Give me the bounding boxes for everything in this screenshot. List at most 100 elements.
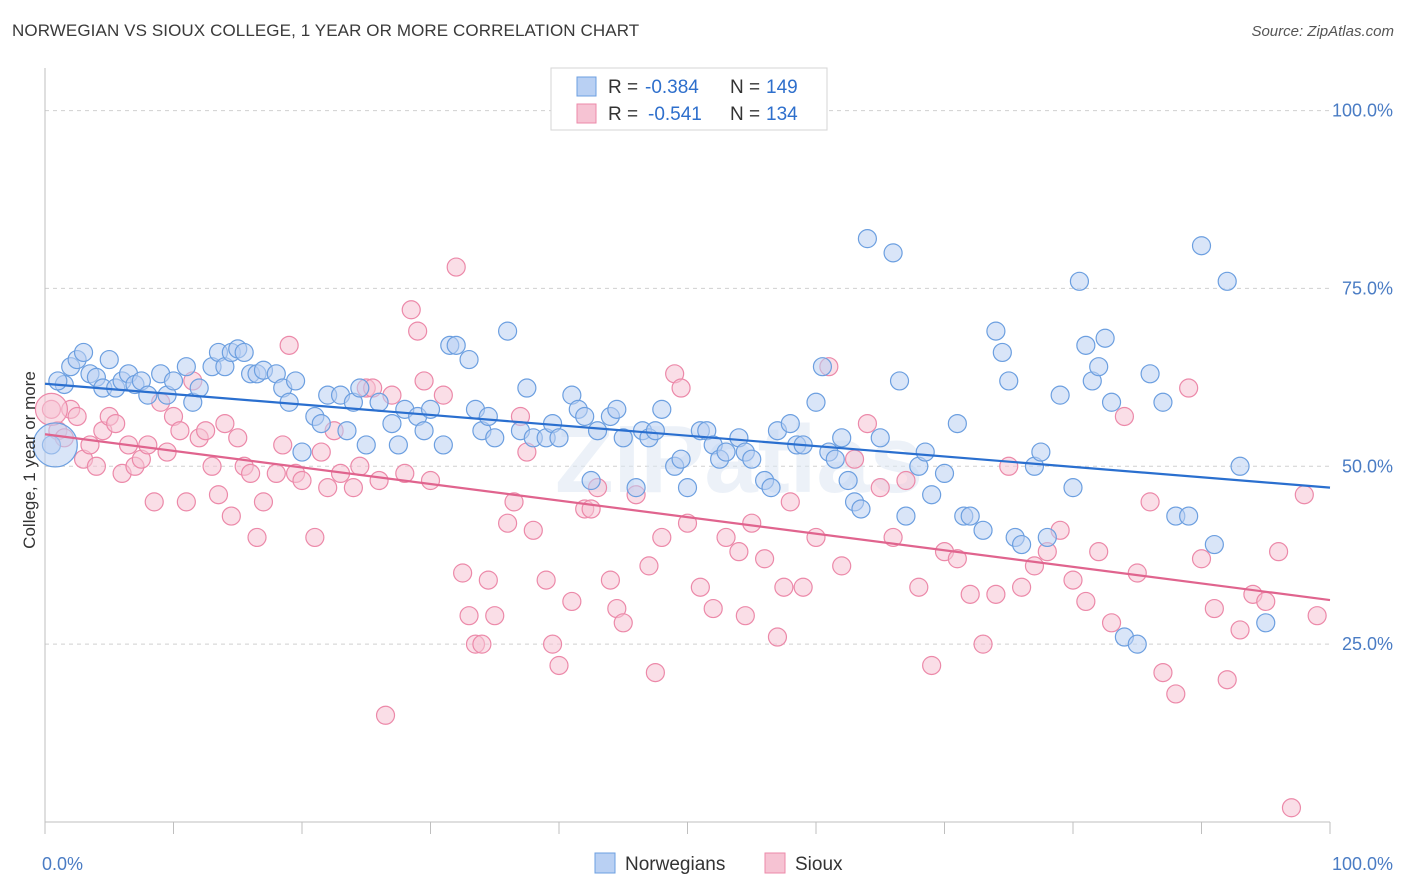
bottom-legend-swatch-norwegians xyxy=(594,852,616,874)
norwegian-point xyxy=(1127,634,1147,654)
sioux-point xyxy=(170,421,190,441)
sioux-point xyxy=(504,492,524,512)
legend-r-label-1: R = xyxy=(608,77,638,98)
norwegian-point xyxy=(671,449,691,469)
y-tick-label: 75.0% xyxy=(1342,278,1393,298)
bottom-legend: Norwegians Sioux xyxy=(594,852,843,875)
norwegian-point xyxy=(915,442,935,462)
y-tick-label: 25.0% xyxy=(1342,634,1393,654)
sioux-point xyxy=(1256,591,1276,612)
norwegian-point xyxy=(485,428,505,448)
trend-lines xyxy=(44,382,1331,602)
sioux-point xyxy=(453,563,473,583)
norwegian-point xyxy=(1037,527,1057,548)
sioux-point xyxy=(542,634,563,654)
sioux-point xyxy=(1166,684,1186,704)
sioux-point xyxy=(735,606,755,626)
y-tick-label: 50.0% xyxy=(1342,456,1393,476)
norwegian-point xyxy=(780,414,800,434)
legend-r-value-2: -0.541 xyxy=(648,104,702,125)
sioux-point xyxy=(581,499,601,519)
norwegian-point xyxy=(285,371,306,391)
norwegian-point xyxy=(973,520,993,540)
sioux-point xyxy=(1204,598,1224,619)
sioux-point xyxy=(67,406,87,427)
sioux-point xyxy=(196,421,216,441)
norwegian-point xyxy=(992,342,1012,363)
norwegian-point xyxy=(812,357,833,377)
sioux-point xyxy=(1217,670,1237,690)
norwegian-point xyxy=(851,499,871,519)
sioux-point xyxy=(395,463,415,483)
legend-swatch-norwegians xyxy=(576,76,597,97)
sioux-point xyxy=(645,662,665,683)
sioux-point xyxy=(1191,549,1212,569)
sioux-point xyxy=(780,492,800,512)
norwegian-point xyxy=(433,435,453,455)
norwegian-point xyxy=(176,357,196,377)
sioux-point xyxy=(375,705,396,725)
sioux-point xyxy=(671,378,691,398)
norwegian-point xyxy=(356,435,376,455)
sioux-point xyxy=(311,442,331,462)
sioux-point xyxy=(986,584,1006,604)
x-tick-label: 0.0% xyxy=(42,854,83,874)
sioux-trend-line xyxy=(44,433,1331,602)
norwegian-point xyxy=(832,428,852,448)
sioux-point xyxy=(241,463,261,483)
norwegian-point xyxy=(857,229,878,249)
sioux-point xyxy=(844,449,865,469)
norwegian-point xyxy=(1256,613,1276,633)
sioux-point xyxy=(1063,570,1083,590)
sioux-point xyxy=(478,570,498,590)
norwegian-point xyxy=(742,449,762,469)
sioux-point xyxy=(176,492,196,512)
sioux-point xyxy=(1127,563,1147,583)
sioux-point xyxy=(1024,556,1045,576)
sioux-point xyxy=(279,335,299,355)
norwegian-point xyxy=(1179,506,1199,526)
sioux-point xyxy=(266,463,286,483)
norwegian-point xyxy=(292,442,312,462)
sioux-point xyxy=(228,428,248,448)
sioux-point xyxy=(703,598,723,619)
sioux-point xyxy=(1114,406,1135,427)
norwegian-point xyxy=(1153,392,1173,412)
sioux-point xyxy=(754,549,775,569)
norwegian-point xyxy=(587,421,608,441)
sioux-point xyxy=(1089,542,1109,562)
norwegian-point xyxy=(1140,364,1160,384)
norwegian-point xyxy=(645,421,665,441)
sioux-point xyxy=(716,527,736,548)
sioux-point xyxy=(202,456,222,476)
sioux-point xyxy=(1268,542,1289,562)
sioux-point xyxy=(806,527,826,548)
top-legend: R = -0.384 N = 149 R = -0.541 N = 134 xyxy=(550,67,828,131)
sioux-point xyxy=(960,584,980,604)
norwegian-point xyxy=(825,449,845,469)
sioux-point xyxy=(459,606,479,626)
sioux-point xyxy=(144,492,164,512)
legend-swatch-sioux xyxy=(576,103,597,124)
legend-r-label-2: R = xyxy=(608,104,638,125)
norwegian-point xyxy=(388,435,408,455)
legend-n-label-1: N = xyxy=(730,77,760,98)
norwegian-point xyxy=(1063,478,1083,498)
norwegian-point xyxy=(1095,328,1115,348)
sioux-point xyxy=(690,577,710,597)
norwegian-point xyxy=(896,506,916,526)
norwegian-point xyxy=(716,442,736,462)
sioux-point xyxy=(305,527,325,548)
norwegian-point xyxy=(999,371,1019,391)
sioux-point xyxy=(1140,492,1160,512)
norwegian-point xyxy=(652,399,672,419)
chart-source: Source: ZipAtlas.com xyxy=(1251,23,1394,40)
sioux-point xyxy=(138,435,158,455)
sioux-point xyxy=(420,470,441,491)
y-axis-label: College, 1 year or more xyxy=(20,371,39,549)
norwegian-point xyxy=(883,243,903,263)
sioux-point xyxy=(273,435,293,455)
sioux-point xyxy=(947,549,967,569)
norwegian-point xyxy=(1050,385,1070,405)
